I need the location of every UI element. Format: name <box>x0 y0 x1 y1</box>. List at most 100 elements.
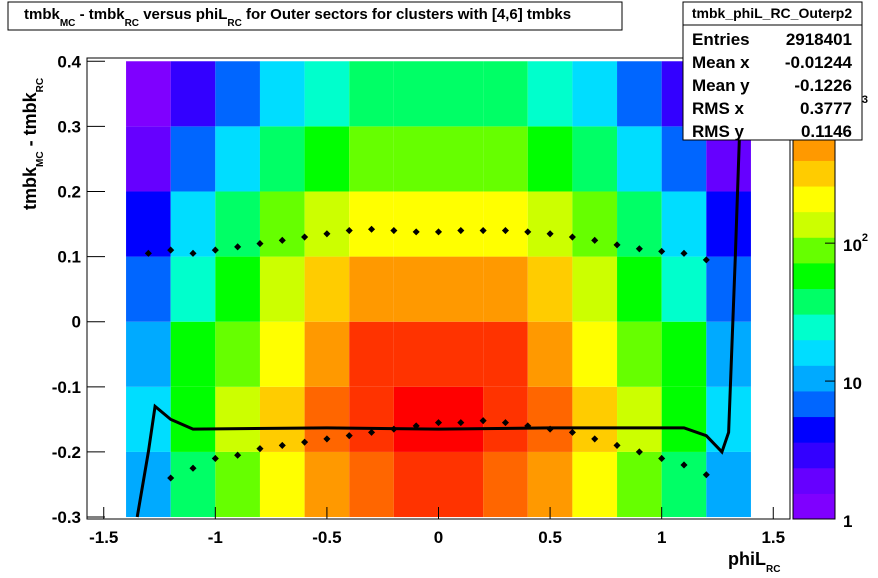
stats-value: 2918401 <box>786 30 852 49</box>
stats-label: RMS x <box>692 99 745 118</box>
x-tick-label: 0 <box>434 528 443 547</box>
cell <box>170 451 216 518</box>
cell <box>215 61 260 127</box>
cell <box>661 386 707 452</box>
y-tick-label: 0.3 <box>57 117 81 136</box>
cell <box>393 451 439 518</box>
y-tick-label: -0.2 <box>52 443 81 462</box>
palette-swatch <box>793 493 835 520</box>
cell <box>527 126 573 192</box>
cell <box>304 256 350 322</box>
cell <box>126 256 171 322</box>
cell <box>126 321 171 387</box>
palette-swatch <box>793 211 835 238</box>
profile-point <box>256 445 264 453</box>
profile-point <box>234 451 242 459</box>
cell <box>126 191 171 257</box>
y-tick-label: 0.4 <box>57 52 81 71</box>
cell <box>483 126 528 192</box>
cell <box>706 191 751 257</box>
profile-point <box>591 236 599 244</box>
chart-title-part: MC <box>60 18 76 29</box>
y-axis-label: tmbkMC - tmbkRC <box>20 78 46 210</box>
profile-point <box>524 228 532 236</box>
z-tick-text: 10 <box>843 374 862 393</box>
profile-point <box>568 428 576 436</box>
cell <box>706 256 751 322</box>
chart-title-part: RC <box>125 18 139 29</box>
cell <box>170 126 216 192</box>
cell <box>483 61 528 127</box>
cell <box>393 321 439 387</box>
cell <box>126 386 171 452</box>
stats-value: 0.3777 <box>800 99 852 118</box>
palette-swatch <box>793 339 835 366</box>
stats-label: RMS y <box>692 122 745 141</box>
palette-swatch <box>793 416 835 443</box>
cell <box>572 256 618 322</box>
x-axis-label: phiLRC <box>728 549 780 575</box>
cell <box>259 451 305 518</box>
cell <box>527 61 573 127</box>
z-tick-label: 102 <box>843 232 868 255</box>
palette-swatch <box>793 314 835 341</box>
cell <box>661 256 707 322</box>
cell <box>170 61 216 127</box>
cell <box>483 256 528 322</box>
profile-point <box>345 227 353 235</box>
profile-point <box>278 441 286 449</box>
cell <box>527 256 573 322</box>
cell <box>572 191 618 257</box>
cell <box>617 256 662 322</box>
cell <box>349 191 394 257</box>
profile-point <box>256 240 264 248</box>
palette-swatch <box>793 288 835 315</box>
profile-point <box>434 228 443 236</box>
palette-swatch <box>793 160 835 187</box>
stats-value: -0.01244 <box>785 53 853 72</box>
profile-point <box>189 249 197 257</box>
cell <box>617 451 662 518</box>
z-tick-label: 1 <box>843 512 852 531</box>
profile-point <box>658 247 666 255</box>
cell <box>126 451 171 518</box>
z-tick-text: 10 <box>843 236 862 255</box>
cell <box>572 321 618 387</box>
profile-point <box>635 448 643 456</box>
cell <box>438 191 484 257</box>
profile-point <box>680 461 688 469</box>
palette-swatch <box>793 390 835 418</box>
cell <box>170 191 216 257</box>
profile-point <box>368 225 376 233</box>
cell <box>349 321 394 387</box>
y-tick-label: 0 <box>72 313 81 332</box>
profile-point <box>702 256 710 264</box>
y-axis-label-part: MC <box>35 151 46 167</box>
cell <box>438 451 484 518</box>
x-tick-label: 1 <box>657 528 666 547</box>
z-tick-text: 1 <box>843 512 852 531</box>
palette-swatch <box>793 237 835 264</box>
y-tick-label: -0.1 <box>52 378 81 397</box>
chart-title-part: for Outer sectors for clusters with [4,6… <box>242 6 571 23</box>
palette-swatch <box>793 262 835 289</box>
y-axis-label-part: - tmbk <box>20 91 40 151</box>
profile-point <box>434 419 443 427</box>
profile-point <box>211 454 219 462</box>
profile-point <box>278 236 286 244</box>
cell <box>527 191 573 257</box>
chart-title-part: RC <box>227 18 241 29</box>
cell <box>215 126 260 192</box>
cell <box>259 126 305 192</box>
cell <box>349 386 394 452</box>
profile-point <box>568 233 576 241</box>
cell <box>349 126 394 192</box>
x-tick-label: 0.5 <box>538 528 562 547</box>
x-tick-label: -1.5 <box>89 528 118 547</box>
x-tick-label: -0.5 <box>312 528 341 547</box>
cell <box>706 321 751 387</box>
y-tick-label: 0.1 <box>57 248 81 267</box>
chart-title-part: tmbk <box>24 6 60 23</box>
profile-point <box>479 227 487 235</box>
z-tick-sup: 2 <box>862 232 868 244</box>
